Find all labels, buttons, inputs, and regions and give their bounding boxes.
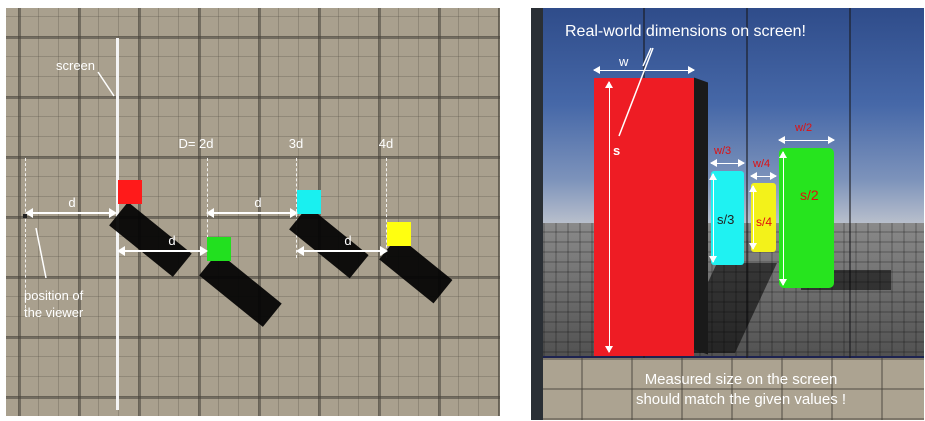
- cyan-cube-shadow: [289, 206, 369, 279]
- viewer-label-line1: position of: [24, 288, 84, 303]
- red-width-label: w: [619, 54, 629, 69]
- green-height-label: s/2: [800, 187, 819, 203]
- yellow-cube: [387, 222, 411, 246]
- vertical-line-2: [746, 8, 748, 358]
- viewer-position-marker: [23, 214, 27, 218]
- red-width-arrow: [593, 66, 695, 74]
- red-pillar-side: [694, 77, 708, 355]
- red-height-arrow: [605, 81, 613, 353]
- green-height-arrow: [779, 151, 787, 286]
- yellow-distance-label: d: [344, 233, 352, 248]
- cyan-cube: [297, 190, 321, 214]
- red-cube-shadow: [109, 202, 192, 277]
- green-cube-shadow: [199, 252, 282, 327]
- yellow-width-arrow: [750, 172, 777, 180]
- green-distance-arrow: [117, 246, 208, 256]
- viewer-distance-arrow: [25, 208, 117, 218]
- cyan-height-arrow: [709, 173, 717, 263]
- yellow-height-label: s/4: [756, 215, 773, 229]
- cyan-width-arrow: [710, 159, 745, 167]
- yellow-cube-shadow: [379, 236, 453, 304]
- cyan-distance-arrow: [206, 208, 298, 218]
- green-width-arrow: [778, 136, 835, 144]
- perspective-view-panel: Real-world dimensions on screen! w s w/3…: [531, 8, 924, 420]
- viewer-distance-label: d: [68, 195, 76, 210]
- top-view-panel: screen D= 2d 3d 4d d d d d position of t…: [6, 8, 500, 416]
- guide-4d: [386, 158, 387, 258]
- floor-grid: [531, 356, 924, 420]
- left-frame-edge: [531, 8, 543, 420]
- yellow-pillar: [751, 183, 776, 252]
- bottom-caption-line1: Measured size on the screen: [644, 371, 838, 388]
- red-cube: [118, 180, 142, 204]
- right-title: Real-world dimensions on screen!: [565, 23, 806, 40]
- cyan-width-label: w/3: [714, 145, 732, 157]
- label-4d: 4d: [378, 136, 394, 151]
- cyan-height-label: s/3: [717, 212, 735, 227]
- green-cube: [207, 237, 231, 261]
- label-2d: D= 2d: [178, 136, 214, 151]
- label-3d: 3d: [288, 136, 304, 151]
- viewer-label-line2: the viewer: [24, 305, 84, 320]
- cyan-pillar: [711, 171, 744, 265]
- green-pillar: [779, 148, 834, 288]
- cyan-distance-label: d: [254, 195, 262, 210]
- bottom-caption: Measured size on the screen should match…: [591, 370, 891, 411]
- bottom-caption-line2: should match the given values !: [635, 391, 847, 409]
- yellow-width-label: w/4: [753, 158, 771, 170]
- vertical-line-3: [849, 8, 851, 358]
- red-height-label: s: [613, 143, 621, 158]
- viewer-guide: [25, 158, 26, 308]
- green-distance-label: d: [168, 233, 176, 248]
- green-width-label: w/2: [795, 122, 813, 134]
- yellow-height-arrow: [749, 185, 757, 250]
- yellow-distance-arrow: [296, 246, 388, 256]
- screen-label: screen: [56, 58, 96, 73]
